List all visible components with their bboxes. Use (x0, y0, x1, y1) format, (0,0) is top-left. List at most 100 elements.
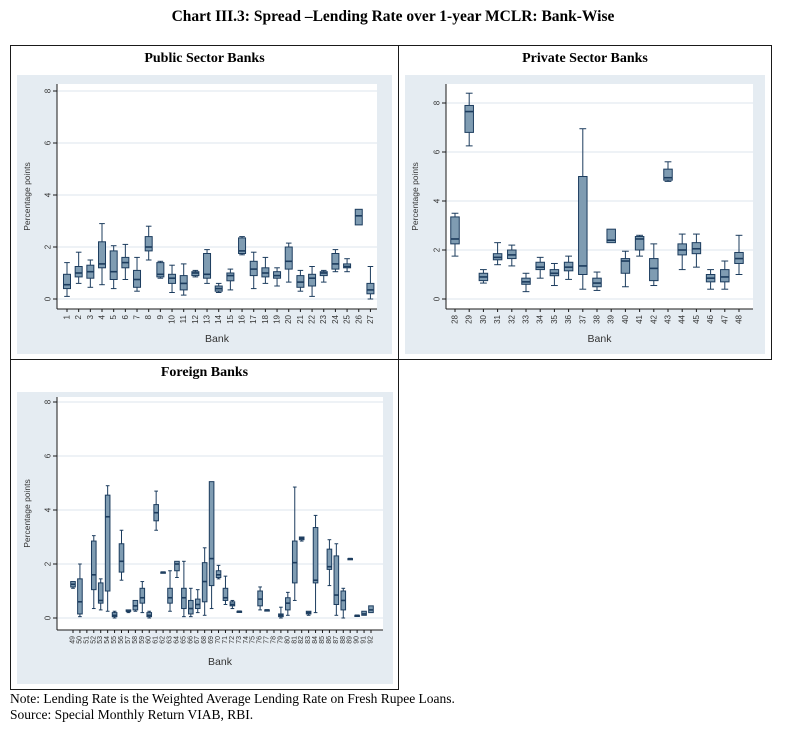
svg-text:8: 8 (44, 399, 53, 404)
svg-text:2: 2 (74, 314, 83, 319)
svg-text:23: 23 (319, 314, 328, 323)
svg-text:90: 90 (354, 636, 361, 644)
svg-text:4: 4 (98, 314, 107, 319)
svg-text:53: 53 (97, 636, 104, 644)
svg-text:13: 13 (203, 314, 212, 323)
svg-text:7: 7 (133, 314, 142, 319)
svg-text:33: 33 (522, 314, 531, 323)
svg-text:24: 24 (331, 314, 340, 323)
svg-text:Bank: Bank (588, 333, 613, 345)
svg-text:6: 6 (121, 314, 130, 319)
svg-text:52: 52 (90, 636, 97, 644)
svg-text:88: 88 (340, 636, 347, 644)
svg-text:3: 3 (86, 314, 95, 319)
svg-text:9: 9 (156, 314, 165, 319)
svg-text:29: 29 (465, 314, 474, 323)
svg-text:67: 67 (194, 636, 201, 644)
svg-text:1: 1 (63, 314, 72, 319)
svg-text:60: 60 (146, 636, 153, 644)
svg-text:86: 86 (326, 636, 333, 644)
svg-text:38: 38 (593, 314, 602, 323)
panel-title-private: Private Sector Banks (522, 51, 648, 66)
svg-text:44: 44 (678, 314, 687, 323)
svg-text:25: 25 (343, 314, 352, 323)
svg-text:37: 37 (578, 314, 587, 323)
svg-text:Percentage points: Percentage points (410, 162, 420, 231)
svg-text:89: 89 (347, 636, 354, 644)
svg-text:61: 61 (153, 636, 160, 644)
svg-text:76: 76 (257, 636, 264, 644)
svg-text:27: 27 (366, 314, 375, 323)
svg-text:11: 11 (179, 314, 188, 323)
svg-text:28: 28 (451, 314, 460, 323)
svg-text:68: 68 (201, 636, 208, 644)
panel-public-sector-banks: Public Sector Banks 0 2 4 6 8 1 2 3 4 5 6 7 8 9 10 11 12… (10, 45, 399, 360)
svg-text:64: 64 (173, 636, 180, 644)
svg-text:30: 30 (479, 314, 488, 323)
svg-text:2: 2 (433, 247, 442, 252)
svg-text:20: 20 (284, 314, 293, 323)
svg-text:18: 18 (261, 314, 270, 323)
svg-text:0: 0 (44, 296, 53, 301)
svg-text:49: 49 (70, 636, 77, 644)
svg-text:91: 91 (361, 636, 368, 644)
svg-text:8: 8 (433, 100, 442, 105)
svg-text:5: 5 (109, 314, 118, 319)
svg-text:63: 63 (167, 636, 174, 644)
svg-text:82: 82 (298, 636, 305, 644)
svg-text:35: 35 (550, 314, 559, 323)
svg-text:39: 39 (607, 314, 616, 323)
chart-note: Note: Lending Rate is the Weighted Avera… (10, 691, 455, 706)
svg-text:31: 31 (493, 314, 502, 323)
svg-text:85: 85 (319, 636, 326, 644)
chart-title: Chart III.3: Spread –Lending Rate over 1… (171, 8, 615, 25)
svg-text:46: 46 (706, 314, 715, 323)
svg-text:80: 80 (284, 636, 291, 644)
svg-text:16: 16 (238, 314, 247, 323)
svg-text:41: 41 (635, 314, 644, 323)
svg-text:58: 58 (132, 636, 139, 644)
svg-text:83: 83 (305, 636, 312, 644)
svg-text:74: 74 (243, 636, 250, 644)
graph-region-public: 0 2 4 6 8 1 2 3 4 5 6 7 8 9 10 11 12 13 14 15 16 17 18 19 20 21 22… (17, 75, 392, 354)
svg-text:15: 15 (226, 314, 235, 323)
svg-text:77: 77 (264, 636, 271, 644)
svg-text:6: 6 (44, 140, 53, 145)
svg-text:55: 55 (111, 636, 118, 644)
svg-text:75: 75 (250, 636, 257, 644)
svg-text:50: 50 (76, 636, 83, 644)
svg-text:6: 6 (433, 149, 442, 154)
svg-text:4: 4 (44, 192, 53, 197)
graph-region-private: 0 2 4 6 8 28 29 30 31 32 33 34 35 36 37 38 39 40 41 42 43 44 4… (405, 75, 765, 354)
svg-text:12: 12 (191, 314, 200, 323)
svg-text:Percentage points: Percentage points (22, 479, 32, 548)
svg-text:40: 40 (621, 314, 630, 323)
svg-text:Bank: Bank (208, 656, 233, 668)
svg-text:22: 22 (308, 314, 317, 323)
svg-text:73: 73 (236, 636, 243, 644)
panel-foreign-banks: Foreign Banks 0 2 4 6 8 49 50 51 52 53 54 55 56 57 58 5… (10, 359, 399, 690)
svg-text:87: 87 (333, 636, 340, 644)
svg-text:71: 71 (222, 636, 229, 644)
svg-text:36: 36 (564, 314, 573, 323)
svg-text:57: 57 (125, 636, 132, 644)
svg-text:92: 92 (367, 636, 374, 644)
svg-text:42: 42 (649, 314, 658, 323)
svg-text:69: 69 (208, 636, 215, 644)
svg-text:54: 54 (104, 636, 111, 644)
svg-text:0: 0 (433, 296, 442, 301)
svg-text:48: 48 (735, 314, 744, 323)
svg-text:72: 72 (229, 636, 236, 644)
svg-text:4: 4 (433, 198, 442, 203)
svg-text:66: 66 (187, 636, 194, 644)
svg-text:19: 19 (273, 314, 282, 323)
chart-source: Source: Special Monthly Return VIAB, RBI… (10, 707, 254, 722)
svg-text:84: 84 (312, 636, 319, 644)
svg-text:26: 26 (354, 314, 363, 323)
svg-text:43: 43 (664, 314, 673, 323)
svg-text:4: 4 (44, 507, 53, 512)
